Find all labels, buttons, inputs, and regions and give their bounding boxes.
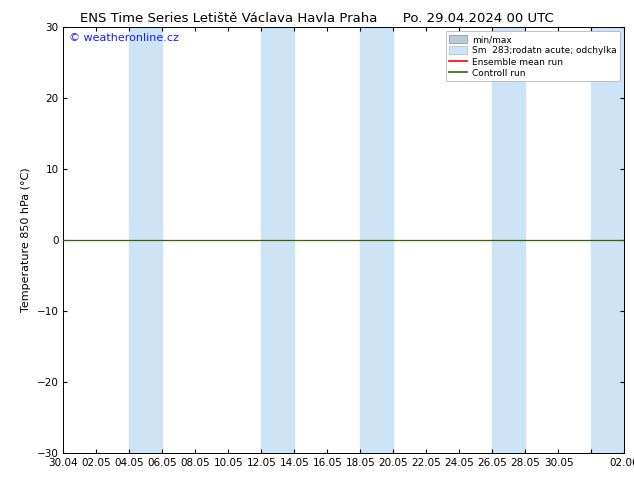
Text: ENS Time Series Letiště Václava Havla Praha      Po. 29.04.2024 00 UTC: ENS Time Series Letiště Václava Havla Pr… bbox=[80, 12, 554, 25]
Bar bbox=[493, 27, 526, 453]
Bar bbox=[261, 27, 294, 453]
Text: © weatheronline.cz: © weatheronline.cz bbox=[69, 33, 179, 43]
Bar bbox=[592, 27, 624, 453]
Y-axis label: Temperature 850 hPa (°C): Temperature 850 hPa (°C) bbox=[21, 168, 31, 313]
Bar bbox=[361, 27, 394, 453]
Bar bbox=[129, 27, 162, 453]
Legend: min/max, Sm  283;rodatn acute; odchylka, Ensemble mean run, Controll run: min/max, Sm 283;rodatn acute; odchylka, … bbox=[446, 31, 620, 81]
